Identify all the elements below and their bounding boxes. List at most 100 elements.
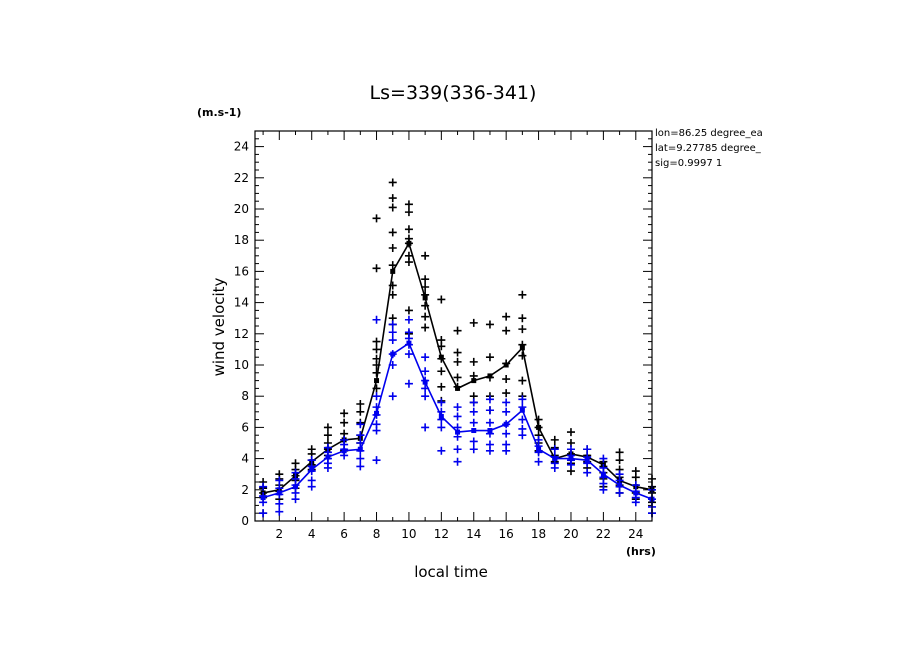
- scatter-point-black: [323, 431, 332, 440]
- scatter-point-black: [566, 428, 575, 437]
- mean-marker-blue: [503, 421, 509, 427]
- scatter-point-black: [615, 448, 624, 457]
- mean-marker-blue: [471, 428, 477, 434]
- scatter-point-blue: [388, 336, 397, 345]
- scatter-point-blue: [534, 457, 543, 466]
- scatter-point-black: [404, 200, 413, 209]
- scatter-point-black: [388, 244, 397, 252]
- scatter-point-blue: [259, 482, 268, 491]
- scatter-point-blue: [469, 437, 478, 446]
- scatter-point-black: [469, 318, 478, 327]
- scatter-point-blue: [421, 392, 430, 401]
- scatter-point-blue: [502, 407, 511, 416]
- x-tick-label: 10: [401, 527, 416, 541]
- x-tick-label: 4: [308, 527, 316, 541]
- scatter-point-blue: [404, 315, 413, 324]
- mean-marker-blue: [293, 484, 299, 490]
- y-tick-label: 6: [241, 420, 249, 434]
- y-tick-label: 2: [241, 483, 249, 497]
- x-tick-label: 12: [434, 527, 449, 541]
- mean-marker-black: [438, 354, 444, 360]
- mean-marker-blue: [600, 471, 606, 477]
- scatter-point-black: [502, 326, 511, 335]
- scatter-point-blue: [421, 353, 430, 362]
- scatter-point-black: [502, 375, 511, 384]
- scatter-point-black: [485, 353, 494, 362]
- scatter-point-black: [421, 251, 430, 260]
- scatter-point-blue: [469, 445, 478, 454]
- scatter-point-blue: [485, 446, 494, 455]
- y-tick-label: 22: [234, 171, 249, 185]
- scatter-point-black: [372, 214, 381, 223]
- scatter-point-black: [518, 351, 527, 360]
- scatter-point-black: [340, 418, 349, 427]
- scatter-point-blue: [275, 507, 284, 516]
- scatter-point-black: [404, 258, 413, 267]
- y-tick-label: 12: [234, 327, 249, 341]
- scatter-point-blue: [599, 454, 608, 463]
- x-tick-label: 16: [499, 527, 514, 541]
- scatter-point-blue: [550, 463, 559, 472]
- scatter-point-black: [502, 389, 511, 398]
- scatter-point-black: [404, 208, 413, 217]
- scatter-point-blue: [437, 398, 446, 407]
- mean-marker-blue: [406, 340, 412, 346]
- scatter-point-blue: [583, 445, 592, 454]
- mean-marker-black: [503, 362, 509, 368]
- scatter-point-blue: [485, 406, 494, 415]
- mean-marker-black: [390, 268, 396, 274]
- scatter-point-blue: [388, 328, 397, 337]
- scatter-point-blue: [356, 462, 365, 471]
- scatter-point-black: [404, 225, 413, 234]
- scatter-point-blue: [291, 495, 300, 504]
- mean-marker-blue: [584, 457, 590, 463]
- scatter-point-blue: [453, 457, 462, 466]
- mean-marker-blue: [633, 490, 639, 496]
- y-tick-label: 4: [241, 452, 249, 466]
- scatter-point-blue: [599, 485, 608, 494]
- scatter-point-black: [518, 290, 527, 299]
- x-unit-label: (hrs): [626, 545, 656, 558]
- scatter-point-black: [388, 228, 397, 237]
- scatter-point-black: [340, 409, 349, 418]
- y-tick-label: 20: [234, 202, 249, 216]
- scatter-point-black: [518, 325, 527, 334]
- scatter-point-blue: [356, 431, 365, 440]
- scatter-point-blue: [469, 418, 478, 427]
- scatter-point-black: [502, 312, 511, 321]
- y-tick-label: 0: [241, 514, 249, 528]
- mean-marker-blue: [568, 456, 574, 462]
- x-tick-label: 8: [373, 527, 381, 541]
- scatter-point-blue: [307, 482, 316, 491]
- scatter-point-black: [534, 415, 543, 424]
- annotation-lon: lon=86.25 degree_ea: [655, 128, 763, 139]
- mean-marker-black: [374, 378, 380, 384]
- y-tick-label: 18: [234, 233, 249, 247]
- scatter-point-blue: [356, 454, 365, 463]
- scatter-point-blue: [631, 498, 640, 507]
- mean-marker-black: [487, 373, 493, 379]
- annotation-sig: sig=0.9997 1: [655, 158, 722, 169]
- scatter-point-blue: [566, 460, 575, 469]
- scatter-point-blue: [453, 403, 462, 412]
- scatter-point-blue: [502, 398, 511, 407]
- mean-marker-blue: [309, 467, 315, 473]
- scatter-point-black: [453, 373, 462, 382]
- scatter-point-blue: [421, 423, 430, 432]
- scatter-point-blue: [453, 445, 462, 454]
- scatter-point-black: [421, 323, 430, 332]
- mean-marker-black: [422, 295, 428, 301]
- scatter-point-blue: [550, 445, 559, 454]
- scatter-point-blue: [404, 379, 413, 388]
- scatter-point-blue: [372, 392, 381, 401]
- mean-marker-blue: [487, 428, 493, 434]
- mean-marker-blue: [455, 429, 461, 435]
- mean-marker-blue: [536, 446, 542, 452]
- scatter-point-blue: [275, 499, 284, 508]
- y-tick-label: 24: [234, 140, 249, 154]
- scatter-point-blue: [437, 423, 446, 432]
- scatter-point-black: [631, 473, 640, 482]
- scatter-point-blue: [275, 476, 284, 485]
- scatter-point-black: [388, 261, 397, 270]
